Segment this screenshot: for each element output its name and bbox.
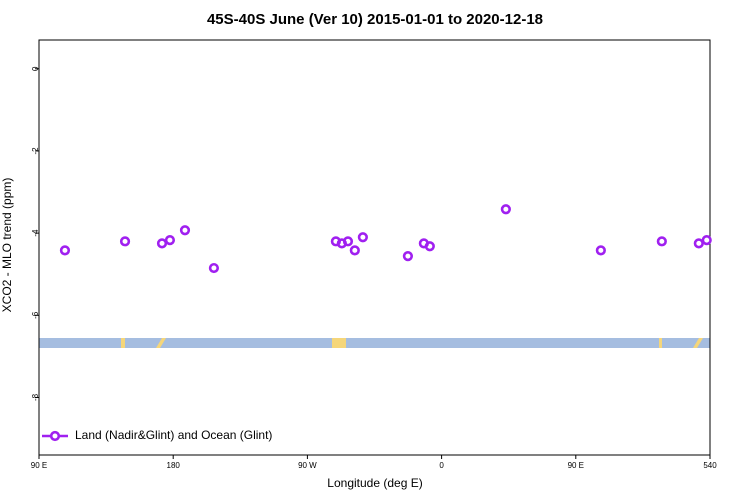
point (595, 245, 606, 256)
point (701, 235, 712, 246)
point (424, 241, 435, 252)
land (659, 338, 662, 348)
legend-marker (49, 430, 61, 442)
plot-frame (38, 39, 711, 456)
land (156, 338, 166, 348)
y-tick-label: -8 (31, 393, 40, 401)
point (656, 236, 667, 247)
point (349, 245, 360, 256)
y-tick-label: -2 (31, 147, 40, 155)
x-tick-label: 180 (167, 461, 181, 470)
y-tick-label: 0 (31, 66, 40, 71)
x-tick-label: 0 (439, 461, 444, 470)
point (402, 251, 414, 262)
point (357, 232, 368, 243)
y-tick-label: -6 (31, 311, 40, 319)
ocean-band (39, 338, 710, 348)
map-band (39, 338, 710, 348)
point (693, 238, 704, 249)
chart-title: 45S-40S June (Ver 10) 2015-01-01 to 2020… (207, 11, 543, 28)
point (119, 236, 131, 247)
x-tick-label: 90 E (31, 461, 47, 470)
land (121, 338, 125, 348)
land (332, 338, 346, 348)
point (164, 235, 176, 246)
legend-label: Land (Nadir&Glint) and Ocean (Glint) (75, 428, 272, 442)
point (500, 204, 511, 215)
point (179, 225, 191, 236)
point (342, 236, 354, 247)
point (156, 238, 168, 249)
x-tick-label: 90 W (298, 461, 317, 470)
point (59, 245, 71, 256)
land (693, 338, 703, 348)
point (208, 262, 220, 274)
x-axis-label: Longitude (deg E) (327, 476, 422, 490)
y-tick-label: -4 (31, 229, 40, 237)
x-tick-label: 90 E (568, 461, 584, 470)
x-tick-label: 540 (703, 461, 717, 470)
y-axis-label: XCO2 - MLO trend (ppm) (0, 178, 14, 313)
